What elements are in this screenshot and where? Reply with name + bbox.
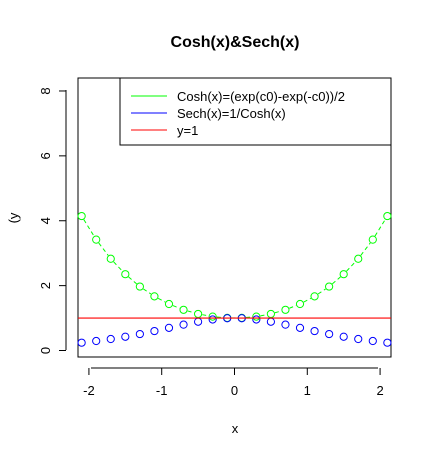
data-point (310, 292, 319, 301)
data-point (179, 305, 188, 314)
data-point (325, 329, 334, 339)
data-point (325, 282, 334, 291)
data-point (121, 270, 130, 279)
data-point (92, 336, 101, 346)
series-layer (77, 211, 392, 347)
series-segment (187, 310, 195, 314)
data-point (208, 315, 217, 324)
legend: Cosh(x)=(exp(c0)-exp(-c0))/2 Sech(x)=1/Co… (119, 77, 392, 146)
x-tick-label: 0 (231, 383, 238, 398)
y-axis-label: (y (6, 212, 21, 223)
series-segment (113, 261, 123, 272)
series-segment (317, 288, 326, 295)
series-segment (289, 305, 297, 309)
chart-title: Cosh(x)&Sech(x) (171, 34, 300, 51)
data-point (164, 323, 174, 332)
data-point (194, 317, 203, 326)
data-point (252, 315, 261, 324)
data-point (383, 211, 392, 221)
series-1 (77, 314, 392, 347)
x-ticks: -2 -1 0 1 2 (83, 368, 384, 398)
series-segment (202, 314, 209, 317)
data-point (339, 270, 348, 279)
data-point (383, 338, 392, 347)
data-point (354, 254, 363, 263)
data-point (281, 320, 290, 329)
data-point (295, 323, 305, 332)
series-segment (260, 314, 267, 317)
data-point (295, 299, 305, 309)
data-point (77, 338, 86, 347)
series-segment (303, 297, 312, 303)
data-point (252, 312, 261, 321)
x-tick-label: -2 (83, 383, 95, 398)
x-tick-label: 1 (304, 383, 311, 398)
legend-entry: y=1 (177, 123, 198, 138)
data-point (106, 254, 115, 263)
series-segment (274, 310, 282, 314)
legend-box (119, 77, 392, 146)
data-point (194, 309, 203, 319)
series-segment (83, 219, 95, 237)
x-tick-label: -1 (156, 383, 168, 398)
series-0 (77, 211, 392, 323)
data-point (208, 312, 217, 321)
y-tick-label: 4 (38, 217, 53, 224)
series-segment (157, 297, 166, 303)
series-segment (245, 316, 253, 319)
y-tick-label: 2 (38, 282, 53, 289)
data-point (150, 326, 159, 336)
data-point (368, 235, 377, 244)
y-tick-label: 6 (38, 152, 53, 159)
data-point (164, 299, 174, 309)
series-segment (98, 242, 109, 256)
data-point (310, 326, 319, 336)
data-point (77, 211, 86, 221)
data-point (354, 334, 363, 344)
series-segment (332, 276, 341, 285)
series-segment (128, 276, 137, 285)
data-point (281, 305, 290, 314)
series-segment (143, 288, 152, 295)
y-ticks: 0 2 4 6 8 (38, 87, 66, 354)
legend-entry: Cosh(x)=(exp(c0)-exp(-c0))/2 (177, 89, 345, 104)
data-point (150, 292, 159, 301)
data-point (179, 320, 188, 329)
series-segment (172, 305, 180, 309)
data-point (266, 317, 275, 326)
series-segment (374, 219, 386, 237)
data-point (368, 336, 377, 346)
data-point (106, 334, 115, 344)
series-segment (360, 242, 371, 256)
data-point (266, 309, 275, 319)
x-axis-label: x (232, 421, 239, 436)
x-axis: -2 -1 0 1 2 (83, 367, 384, 398)
data-point (92, 235, 101, 244)
data-point (339, 332, 348, 341)
data-point (121, 332, 130, 341)
y-tick-label: 0 (38, 347, 53, 354)
series-segment (346, 261, 356, 272)
series-segment (216, 316, 224, 319)
data-point (135, 282, 144, 291)
legend-items: Cosh(x)=(exp(c0)-exp(-c0))/2 Sech(x)=1/Co… (131, 89, 345, 138)
x-tick-label: 2 (376, 383, 383, 398)
y-tick-label: 8 (38, 87, 53, 94)
y-axis: 0 2 4 6 8 (38, 87, 67, 354)
data-point (135, 329, 144, 339)
legend-entry: Sech(x)=1/Cosh(x) (177, 106, 286, 121)
